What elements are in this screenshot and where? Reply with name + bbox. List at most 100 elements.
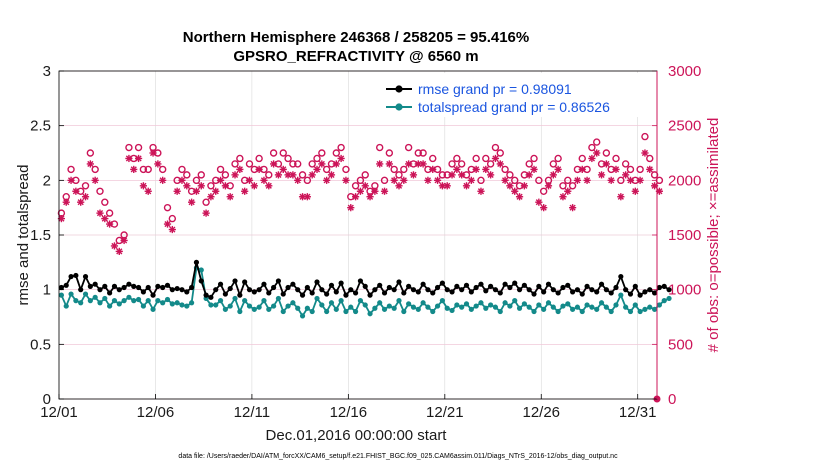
assimilated-obs-point <box>125 154 133 163</box>
data-point <box>608 290 614 296</box>
asterisk-stroke <box>545 182 552 189</box>
data-point <box>97 287 103 293</box>
asterisk-stroke <box>444 182 451 189</box>
data-point <box>377 300 383 306</box>
data-point <box>82 273 89 280</box>
asterisk-stroke <box>101 215 108 222</box>
asterisk-stroke <box>598 171 605 178</box>
data-point <box>324 308 330 315</box>
legend-box <box>382 73 654 117</box>
y-tick-label-left: 3 <box>43 63 51 80</box>
possible-obs-point <box>511 176 519 185</box>
data-point <box>536 283 542 289</box>
assimilated-obs-point <box>525 171 533 179</box>
data-point <box>217 281 224 287</box>
data-point <box>155 283 161 289</box>
asterisk-stroke <box>588 155 595 162</box>
asterisk-stroke <box>506 182 514 189</box>
asterisk-stroke <box>559 193 567 200</box>
data-point <box>391 305 397 311</box>
data-point <box>531 291 537 297</box>
data-point <box>521 301 527 307</box>
possible-obs-point <box>313 154 321 163</box>
possible-obs-point <box>322 165 331 174</box>
data-point <box>642 289 648 295</box>
assimilated-obs-point <box>202 209 210 217</box>
asterisk-stroke <box>555 166 562 173</box>
data-point <box>198 278 204 284</box>
data-point <box>492 287 499 293</box>
possible-obs-point <box>178 165 186 174</box>
data-point <box>463 301 470 307</box>
data-point <box>666 295 672 302</box>
data-point <box>492 304 499 310</box>
y-tick-label-left: 0.5 <box>30 336 51 353</box>
asterisk-stroke <box>656 188 663 195</box>
data-point <box>131 298 137 304</box>
data-point <box>309 308 315 315</box>
data-point <box>594 289 600 295</box>
data-point <box>164 296 171 303</box>
data-point <box>579 308 585 315</box>
possible-obs-point <box>337 143 345 152</box>
asterisk-stroke <box>116 248 123 255</box>
data-point <box>232 278 238 284</box>
possible-obs-point <box>414 149 422 157</box>
data-point <box>406 301 412 307</box>
data-point <box>608 308 614 315</box>
assimilated-obs-point <box>67 176 75 184</box>
data-point <box>401 308 407 315</box>
possible-obs-point <box>390 165 398 174</box>
possible-obs-point <box>298 171 307 179</box>
data-point <box>314 295 320 302</box>
asterisk-stroke <box>477 188 485 195</box>
data-point <box>222 306 228 312</box>
data-point <box>396 279 402 285</box>
data-point <box>87 298 93 304</box>
asterisk-stroke <box>646 166 653 173</box>
data-point <box>232 295 238 302</box>
data-point <box>666 287 672 293</box>
assimilated-obs-point <box>212 187 220 195</box>
data-point <box>526 304 532 310</box>
assimilated-obs-point <box>597 171 606 179</box>
possible-obs-point <box>646 154 654 163</box>
assimilated-obs-point <box>236 165 244 173</box>
possible-obs-point <box>356 176 365 185</box>
assimilated-obs-point <box>323 176 331 184</box>
data-point <box>623 304 629 310</box>
data-point <box>449 289 455 295</box>
data-point <box>651 290 658 296</box>
data-point <box>246 287 253 293</box>
data-point <box>280 291 286 297</box>
data-point <box>570 306 576 312</box>
possible-obs-point <box>650 171 659 179</box>
asterisk-stroke <box>183 182 190 189</box>
data-point <box>449 307 455 314</box>
data-point <box>512 298 518 304</box>
data-point <box>160 300 166 306</box>
data-point <box>598 281 605 287</box>
data-point <box>184 289 190 295</box>
asterisk-stroke <box>381 188 388 195</box>
possible-obs-point <box>593 138 601 146</box>
data-point <box>478 300 484 306</box>
data-point <box>598 300 605 306</box>
data-point <box>174 285 180 292</box>
data-point <box>550 287 556 293</box>
asterisk-stroke <box>92 177 99 184</box>
data-point <box>338 280 344 286</box>
possible-obs-point <box>477 176 485 185</box>
asterisk-stroke <box>501 177 509 184</box>
data-point <box>613 302 619 308</box>
legend-rmse-marker <box>395 85 403 93</box>
assimilated-obs-point <box>573 176 582 184</box>
right-y-axis-label: # of obs: o=possible; ×=assimilated <box>705 118 722 353</box>
asterisk-stroke <box>482 166 489 173</box>
assimilated-obs-point <box>221 182 229 190</box>
asterisk-stroke <box>521 182 528 189</box>
possible-obs-point <box>279 149 287 157</box>
x-tick-label: 12/16 <box>330 404 368 421</box>
assimilated-obs-point <box>351 193 360 201</box>
asterisk-stroke <box>651 182 658 189</box>
